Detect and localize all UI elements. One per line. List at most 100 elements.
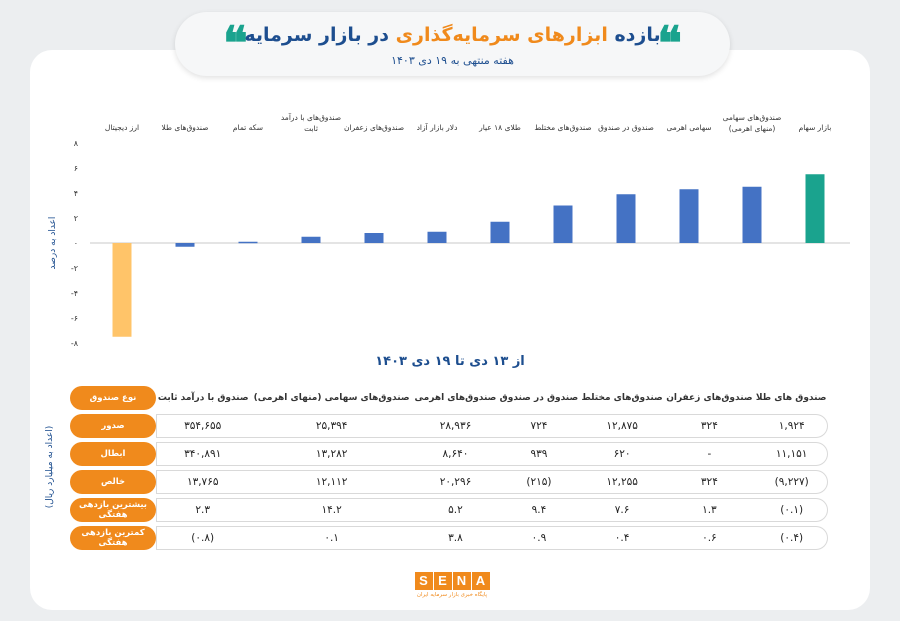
- table-cell: ۱۱,۱۵۱: [754, 442, 828, 466]
- y-axis-title: اعداد به درصد: [48, 216, 58, 270]
- quote-icon-left: ❝: [223, 16, 248, 70]
- x-tick-label: صندوق‌های زعفران: [344, 123, 404, 132]
- table-cell: ۷۲۴: [498, 414, 580, 438]
- table-cell: ۱۲,۸۷۵: [579, 414, 665, 438]
- bar: [742, 186, 762, 243]
- table-cell: ۹.۴: [498, 498, 580, 522]
- table-row: صدور ۳۵۴,۶۵۵ ۲۵,۳۹۴ ۲۸,۹۳۶ ۷۲۴ ۱۲,۸۷۵ ۳۲۴ ۱,۹۲۴: [70, 414, 828, 438]
- table-cell: ۱۲,۱۱۲: [250, 470, 413, 494]
- table-cell: ۱۳,۷۶۵: [156, 470, 251, 494]
- table-cell: ۰.۴: [579, 526, 665, 550]
- x-tick-label: سهامی اهرمی: [666, 123, 711, 132]
- table-cell: ۳۲۴: [664, 470, 755, 494]
- table-cell: (۰.۸): [156, 526, 251, 550]
- bar: [679, 189, 699, 243]
- table-row: ابطال ۳۴۰,۸۹۱ ۱۳,۲۸۲ ۸,۶۴۰ ۹۳۹ ۶۲۰-۱۱,۱۵۱: [70, 442, 828, 466]
- x-axis-title: از ۱۳ دی تا ۱۹ دی ۱۴۰۳: [375, 354, 525, 369]
- table-cell: ۲.۳: [156, 498, 251, 522]
- table-cell: ۰.۶: [664, 526, 755, 550]
- y-tick-label: ۰: [74, 239, 78, 248]
- table-cell: ۳۵۴,۶۵۵: [156, 414, 251, 438]
- row-label: ابطال: [70, 442, 156, 466]
- x-tick-label: ارز دیجیتال: [105, 123, 139, 132]
- logo-letter: E: [433, 572, 452, 590]
- column-header: صندوق‌های زعفران: [666, 393, 753, 403]
- table-cell: (۰.۴): [754, 526, 828, 550]
- bar: [175, 243, 195, 247]
- table-cell: ۷.۶: [579, 498, 665, 522]
- table-cell: ۲۸,۹۳۶: [412, 414, 499, 438]
- row-label: صدور: [70, 414, 156, 438]
- table-cell: ۲۰,۲۹۶: [412, 470, 499, 494]
- table-cell: ۳۲۴: [664, 414, 755, 438]
- row-label: خالص: [70, 470, 156, 494]
- table-cell: ۵.۲: [412, 498, 499, 522]
- table-cell: ۰.۱: [250, 526, 413, 550]
- table-cell: ۱۴.۲: [250, 498, 413, 522]
- x-tick-label: صندوق‌های طلا: [162, 123, 209, 132]
- table-cell: ۳۴۰,۸۹۱: [156, 442, 251, 466]
- table-cell: ۱۳,۲۸۲: [250, 442, 413, 466]
- table-cell: ۸,۶۴۰: [412, 442, 499, 466]
- column-header: صندوق‌های سهامی (منهای اهرمی): [253, 393, 410, 403]
- y-tick-label: -۴: [71, 289, 78, 298]
- table-cell: (۰.۱): [754, 498, 828, 522]
- table-row: خالص ۱۳,۷۶۵ ۱۲,۱۱۲ ۲۰,۲۹۶ (۲۱۵) ۱۲,۲۵۵ ۳۲۴ (۹,۲…: [70, 470, 828, 494]
- fund-flow-table: نوع صندوق صندوق با درآمد ثابت صندوق‌های سه…: [70, 382, 828, 554]
- row-label: کمترین بازدهی هفتگی: [70, 526, 156, 550]
- bar: [616, 194, 636, 243]
- table-cell: ۹۳۹: [498, 442, 580, 466]
- bar: [364, 233, 384, 243]
- y-tick-label: ۲: [74, 214, 78, 223]
- bar: [427, 231, 447, 243]
- table-cell: (۲۱۵): [498, 470, 580, 494]
- table-row: بیشترین بازدهی هفتگی ۲.۳ ۱۴.۲ ۵.۲ ۹.۴ ۷.۶ ۱.۳(…: [70, 498, 828, 522]
- table-header-label: نوع صندوق: [70, 386, 156, 410]
- y-tick-label: -۸: [71, 339, 79, 348]
- y-tick-label: -۶: [71, 314, 78, 323]
- quote-icon-right: ❝: [657, 16, 682, 70]
- bar: [805, 174, 825, 243]
- table-cell: (۹,۲۲۷): [754, 470, 828, 494]
- page-title: بازده ابزارهای سرمایه‌گذاری در بازار سرم…: [175, 24, 730, 46]
- column-header: صندوق‌های مختلط: [581, 393, 663, 403]
- logo-letter: N: [452, 572, 471, 590]
- page-subtitle: هفته منتهی به ۱۹ دی ۱۴۰۳: [391, 54, 514, 67]
- column-header: صندوق در صندوق: [499, 393, 579, 403]
- y-tick-label: ۸: [74, 139, 79, 148]
- title-banner: ❝ بازده ابزارهای سرمایه‌گذاری در بازار س…: [175, 12, 730, 76]
- title-highlight: ابزارهای سرمایه‌گذاری: [395, 24, 608, 46]
- column-header: صندوق های طلا: [755, 393, 827, 403]
- bar: [301, 236, 321, 243]
- title-part2: در بازار سرمایه: [244, 24, 389, 46]
- logo-letter: S: [414, 572, 433, 590]
- table-row: کمترین بازدهی هفتگی (۰.۸) ۰.۱ ۳.۸ ۰.۹ ۰.۴ ۰.۶(…: [70, 526, 828, 550]
- x-tick-label: بازار سهام: [799, 123, 832, 132]
- bar: [553, 205, 573, 243]
- row-label: بیشترین بازدهی هفتگی: [70, 498, 156, 522]
- y-tick-label: -۲: [71, 264, 78, 273]
- logo-subtitle: پایگاه خبری بازار سرمایه ایران: [416, 592, 488, 598]
- table-cell: ۱,۹۲۴: [754, 414, 828, 438]
- table-cell: -: [664, 442, 755, 466]
- bar: [112, 243, 132, 337]
- table-cell: ۱۲,۲۵۵: [579, 470, 665, 494]
- x-tick-label: طلای ۱۸ عیار: [478, 123, 521, 132]
- x-tick-label: صندوق‌های مختلط: [534, 123, 591, 132]
- table-cell: ۲۵,۳۹۴: [250, 414, 413, 438]
- x-tick-label: صندوق در صندوق: [598, 123, 654, 132]
- x-tick-label: ثابت: [304, 124, 318, 133]
- title-part1: بازده: [614, 24, 661, 46]
- table-cell: ۱.۳: [664, 498, 755, 522]
- x-tick-label: صندوق‌های با درآمد: [281, 112, 341, 122]
- x-tick-label: سکه تمام: [233, 123, 263, 132]
- column-header: صندوق با درآمد ثابت: [157, 393, 249, 403]
- x-tick-label: (منهای اهرمی): [729, 124, 776, 133]
- x-tick-label: صندوق‌های سهامی: [723, 113, 782, 122]
- x-tick-label: دلار بازار آزاد: [417, 122, 458, 132]
- bar: [490, 221, 510, 243]
- table-cell: ۳.۸: [412, 526, 499, 550]
- table-unit-label: (اعداد به میلیارد ریال): [45, 425, 55, 509]
